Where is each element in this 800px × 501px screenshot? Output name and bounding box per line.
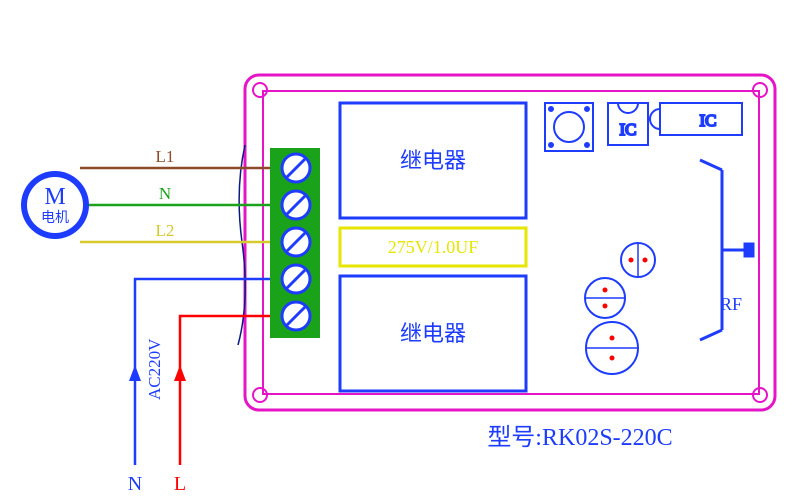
motor: M 电机 xyxy=(21,171,89,239)
relay-top-label: 继电器 xyxy=(400,148,466,173)
motor-label: 电机 xyxy=(41,210,69,226)
relay-bottom: 继电器 xyxy=(340,276,526,391)
rf-label: RF xyxy=(720,294,742,314)
ac-n-label: N xyxy=(128,473,142,495)
ac220v-label: AC220V xyxy=(145,338,164,400)
terminal-block xyxy=(270,148,320,338)
ecap-group xyxy=(585,243,655,374)
relay-top: 继电器 xyxy=(340,103,526,218)
capacitor: 275V/1.0UF xyxy=(340,228,526,266)
wire-l1-label: L1 xyxy=(156,147,175,166)
model-text: 型号:RK02S-220C xyxy=(487,424,672,451)
pushbutton xyxy=(545,103,593,151)
ac-l-label: L xyxy=(174,473,186,495)
ic1-label: IC xyxy=(620,120,637,139)
wiring-diagram: 继电器 275V/1.0UF 继电器 IC IC xyxy=(0,0,800,501)
pcb-board xyxy=(245,75,775,410)
ic2-label: IC xyxy=(700,111,717,130)
wire-l2-label: L2 xyxy=(156,221,175,240)
relay-bottom-label: 继电器 xyxy=(400,321,466,346)
motor-symbol: M xyxy=(44,184,65,210)
capacitor-label: 275V/1.0UF xyxy=(388,237,479,257)
wire-n-motor-label: N xyxy=(159,184,171,203)
ic-2: IC xyxy=(650,103,742,135)
ic-1: IC xyxy=(608,103,648,145)
